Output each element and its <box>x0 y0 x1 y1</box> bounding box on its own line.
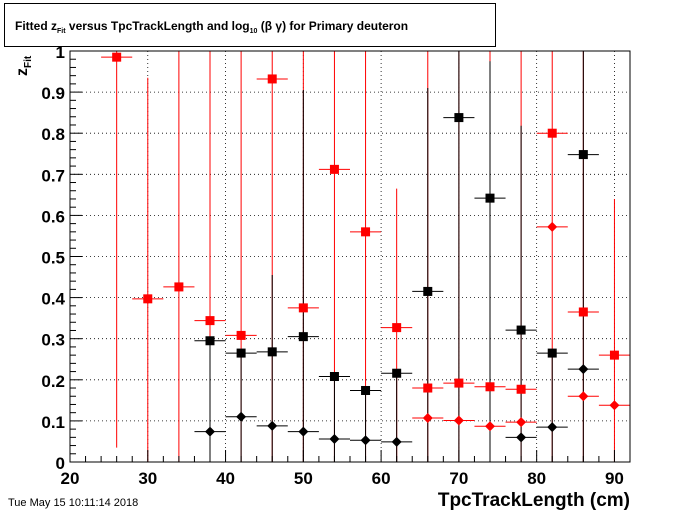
title-sub-10: 10 <box>249 28 258 35</box>
data-point-diamond <box>485 421 495 432</box>
data-markers <box>112 52 620 447</box>
y-tick-label: 0.4 <box>41 290 65 309</box>
x-tick-label: 30 <box>138 469 157 488</box>
x-tick-label: 40 <box>216 469 235 488</box>
data-point-diamond <box>516 417 527 428</box>
data-point-diamond <box>205 426 215 437</box>
data-point-square <box>298 303 308 313</box>
grid-lines <box>70 51 630 462</box>
y-tick-label: 0.6 <box>41 207 65 226</box>
data-point-diamond <box>267 420 278 431</box>
data-point-square <box>361 227 371 237</box>
data-point-diamond <box>578 391 589 402</box>
x-tick-label: 50 <box>294 469 313 488</box>
data-point-square <box>174 282 184 292</box>
title-sub-fit: Fit <box>57 28 66 35</box>
x-tick-label: 70 <box>449 469 468 488</box>
data-point-square <box>267 74 277 84</box>
data-point-square <box>236 330 246 340</box>
chart-title: Fitted zFit versus TpcTrackLength and lo… <box>15 19 408 35</box>
y-axis-label: zFit <box>14 36 40 76</box>
y-tick-label: 0.5 <box>41 249 65 268</box>
data-point-square <box>578 307 588 317</box>
y-tick-label: 0.2 <box>41 372 65 391</box>
data-point-diamond <box>516 432 527 443</box>
data-point-square <box>423 286 433 296</box>
data-point-square <box>423 383 433 393</box>
data-point-diamond <box>360 435 371 446</box>
title-prefix: Fitted z <box>15 19 57 33</box>
data-point-square <box>454 378 464 388</box>
data-point-square <box>392 368 402 378</box>
title-suffix: (β γ) for Primary deuteron <box>257 19 409 33</box>
data-point-square <box>143 294 153 304</box>
datestamp: Tue May 15 10:11:14 2018 <box>8 497 139 509</box>
data-point-diamond <box>547 221 558 232</box>
x-tick-label: 90 <box>605 469 624 488</box>
data-point-square <box>547 348 557 358</box>
data-point-square <box>392 323 402 333</box>
data-point-square <box>205 336 215 346</box>
data-point-diamond <box>236 411 247 422</box>
x-tick-label: 20 <box>61 469 80 488</box>
y-tick-label: 0 <box>56 454 65 473</box>
data-point-square <box>454 113 464 123</box>
data-point-square <box>578 150 588 160</box>
data-point-square <box>112 52 122 62</box>
data-point-square <box>516 384 526 394</box>
chart-title-box: Fitted zFit versus TpcTrackLength and lo… <box>4 3 496 47</box>
x-tick-label: 60 <box>372 469 391 488</box>
x-tick-label: 80 <box>527 469 546 488</box>
y-tick-label: 0.9 <box>41 84 65 103</box>
data-point-square <box>485 193 495 203</box>
data-point-square <box>329 372 339 382</box>
x-axis-label: TpcTrackLength (cm) <box>437 490 630 511</box>
data-point-diamond <box>547 422 558 433</box>
y-axis-label-main: z <box>14 68 31 76</box>
y-tick-label: 0.1 <box>41 413 65 432</box>
y-tick-label: 1 <box>56 43 65 62</box>
title-middle: versus TpcTrackLength and log <box>65 19 250 33</box>
data-point-diamond <box>578 364 589 375</box>
y-tick-label: 0.8 <box>41 125 65 144</box>
data-point-diamond <box>298 426 309 437</box>
data-point-square <box>547 128 557 138</box>
error-bars <box>101 51 630 462</box>
data-point-square <box>236 348 246 358</box>
data-point-diamond <box>422 413 433 424</box>
data-point-diamond <box>609 400 620 411</box>
data-point-diamond <box>329 433 340 444</box>
data-point-square <box>205 316 215 326</box>
data-point-square <box>485 382 495 392</box>
data-point-diamond <box>453 415 464 426</box>
y-tick-label: 0.3 <box>41 331 65 350</box>
axes: 20 30 40 50 60 70 80 90 0 0.1 0.2 0.3 0.4 0.5 0.6 0.7 0.… <box>41 43 631 488</box>
data-point-square <box>516 325 526 335</box>
y-tick-label: 0.7 <box>41 166 65 185</box>
y-axis-label-sub: Fit <box>23 55 34 68</box>
data-point-square <box>329 164 339 174</box>
data-point-square <box>609 350 619 360</box>
data-point-diamond <box>391 436 402 447</box>
data-point-square <box>298 332 308 342</box>
data-point-square <box>267 347 277 357</box>
data-point-square <box>361 385 371 395</box>
